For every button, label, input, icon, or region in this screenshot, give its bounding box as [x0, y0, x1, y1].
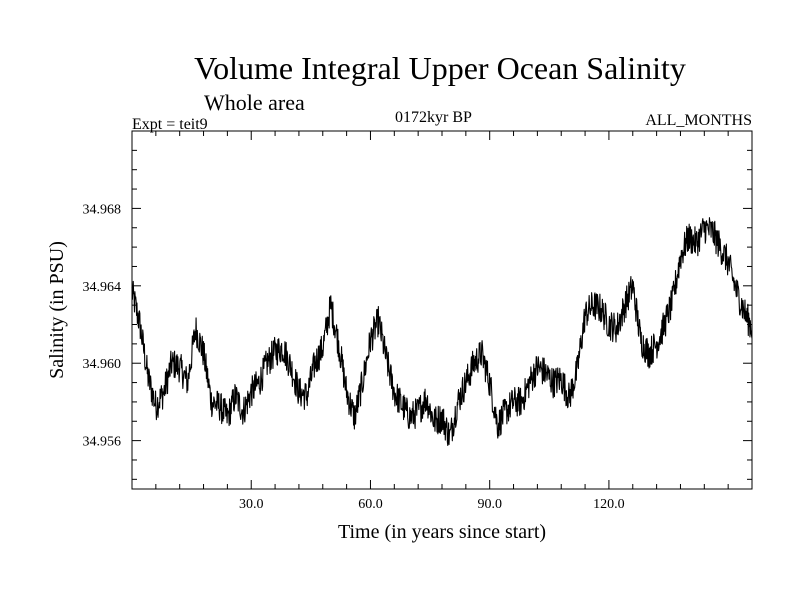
x-tick-label: 60.0	[358, 497, 383, 512]
y-tick-label: 34.964	[83, 280, 122, 295]
y-axis-label: Salinity (in PSU)	[46, 241, 68, 379]
y-tick-label: 34.968	[83, 202, 122, 217]
chart-subtitle: Whole area	[204, 90, 305, 115]
y-tick-label: 34.960	[83, 357, 122, 372]
y-tick-label: 34.956	[83, 435, 122, 450]
plot-frame	[131, 130, 753, 490]
period-label: 0172kyr BP	[395, 109, 472, 126]
x-tick-label: 120.0	[593, 497, 625, 512]
tick-marks	[132, 130, 752, 489]
x-axis-label: Time (in years since start)	[338, 521, 546, 543]
months-label: ALL_MONTHS	[645, 112, 752, 129]
x-tick-label: 30.0	[239, 497, 264, 512]
experiment-label: Expt = teit9	[132, 116, 208, 133]
series-line-salinity	[131, 217, 753, 447]
x-tick-label: 90.0	[477, 497, 502, 512]
tick-labels: 30.0 60.0 90.0 120.0 34.956 34.960 34.964 34.96…	[83, 202, 625, 512]
chart-title: Volume Integral Upper Ocean Salinity	[194, 50, 686, 86]
